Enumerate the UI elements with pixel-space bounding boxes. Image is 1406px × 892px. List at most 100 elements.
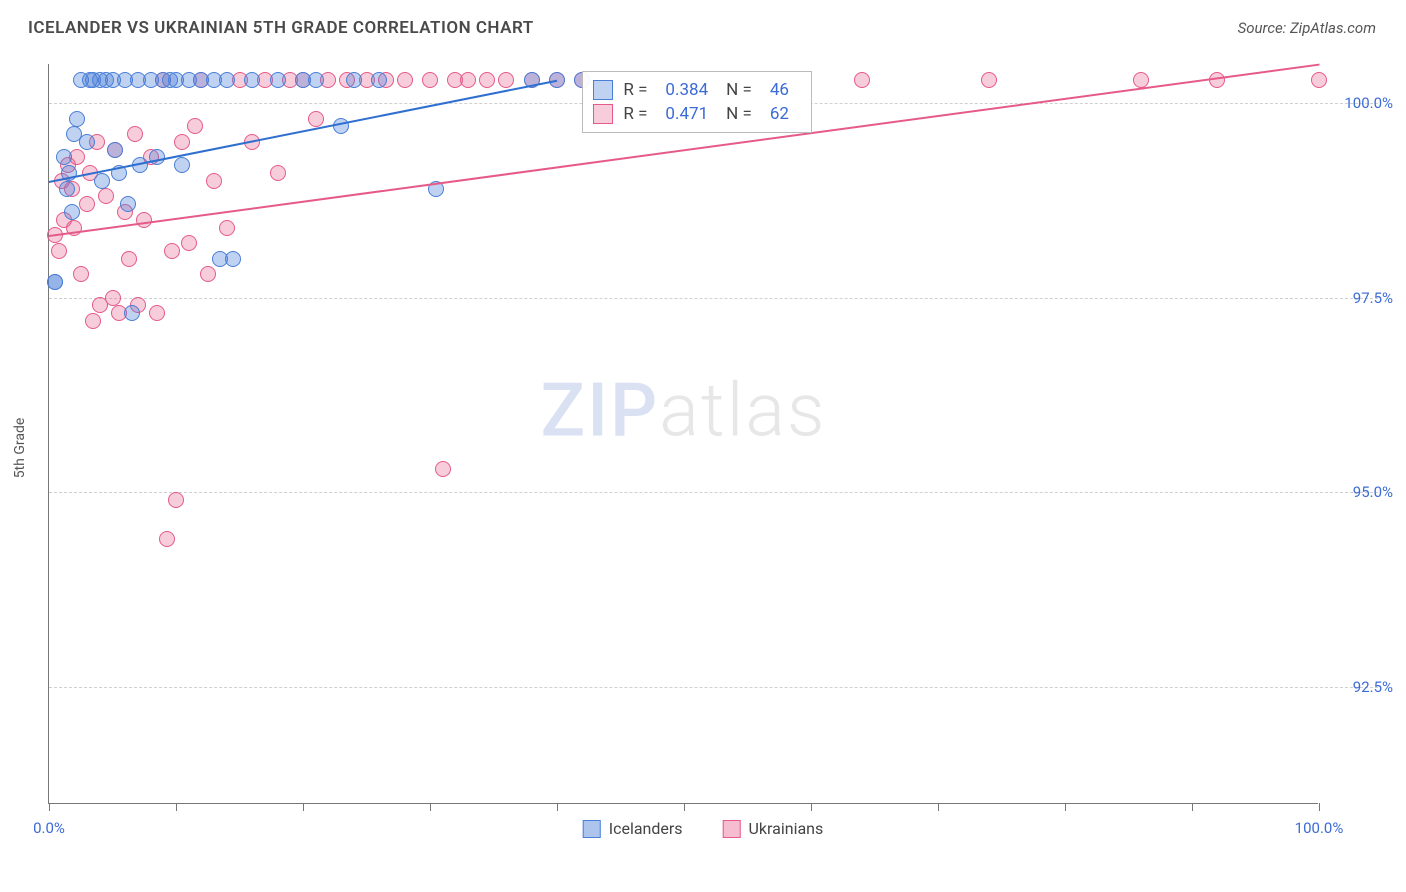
scatter-point-ukrainians xyxy=(1133,72,1149,88)
x-tick xyxy=(303,803,304,811)
scatter-point-icelanders xyxy=(107,142,123,158)
scatter-point-ukrainians xyxy=(181,235,197,251)
plot-area: ZIPatlas 92.5%95.0%97.5%100.0%0.0%100.0%… xyxy=(48,64,1318,804)
x-tick xyxy=(176,803,177,811)
scatter-point-ukrainians xyxy=(854,72,870,88)
legend-swatch xyxy=(593,104,613,124)
trend-line-icelanders xyxy=(49,80,557,183)
scatter-point-ukrainians xyxy=(105,290,121,306)
scatter-point-icelanders xyxy=(56,149,72,165)
legend-label-icelanders: Icelanders xyxy=(609,819,683,838)
scatter-point-ukrainians xyxy=(149,305,165,321)
scatter-point-icelanders xyxy=(244,72,260,88)
legend-row-ukrainians: R = 0.471 N = 62 xyxy=(593,102,797,126)
x-tick xyxy=(1192,803,1193,811)
x-tick xyxy=(557,803,558,811)
scatter-point-icelanders xyxy=(549,72,565,88)
legend-r-label: R = xyxy=(623,104,647,124)
chart-container: 5th Grade ZIPatlas 92.5%95.0%97.5%100.0%… xyxy=(28,48,1378,848)
x-tick-label: 0.0% xyxy=(33,819,65,837)
watermark-atlas: atlas xyxy=(659,368,826,455)
scatter-point-ukrainians xyxy=(98,188,114,204)
legend-n-value: 62 xyxy=(770,104,789,124)
scatter-point-ukrainians xyxy=(127,126,143,142)
scatter-point-icelanders xyxy=(308,72,324,88)
scatter-point-ukrainians xyxy=(168,492,184,508)
scatter-point-icelanders xyxy=(371,72,387,88)
legend-n-label: N = xyxy=(726,80,752,100)
scatter-point-ukrainians xyxy=(1311,72,1327,88)
legend-row-icelanders: R = 0.384 N = 46 xyxy=(593,78,797,102)
legend-label-ukrainians: Ukrainians xyxy=(749,819,824,838)
x-tick xyxy=(430,803,431,811)
scatter-point-ukrainians xyxy=(200,266,216,282)
gridline-horizontal xyxy=(49,492,1378,493)
x-tick xyxy=(684,803,685,811)
legend-swatch-icelanders xyxy=(583,820,601,838)
scatter-point-icelanders xyxy=(79,134,95,150)
x-tick-label: 100.0% xyxy=(1295,819,1344,837)
scatter-point-ukrainians xyxy=(206,173,222,189)
legend-swatch xyxy=(593,80,613,100)
legend-r-label: R = xyxy=(623,80,647,100)
scatter-point-ukrainians xyxy=(435,461,451,477)
scatter-point-ukrainians xyxy=(460,72,476,88)
scatter-point-icelanders xyxy=(64,204,80,220)
scatter-point-ukrainians xyxy=(136,212,152,228)
scatter-point-icelanders xyxy=(346,72,362,88)
chart-header: ICELANDER VS UKRAINIAN 5TH GRADE CORRELA… xyxy=(0,0,1406,38)
scatter-point-icelanders xyxy=(69,111,85,127)
scatter-point-icelanders xyxy=(225,251,241,267)
scatter-point-ukrainians xyxy=(73,266,89,282)
scatter-point-ukrainians xyxy=(159,531,175,547)
scatter-point-ukrainians xyxy=(174,134,190,150)
x-tick xyxy=(811,803,812,811)
gridline-horizontal xyxy=(49,298,1378,299)
watermark: ZIPatlas xyxy=(540,368,826,455)
scatter-point-ukrainians xyxy=(498,72,514,88)
scatter-point-ukrainians xyxy=(219,220,235,236)
correlation-legend: R = 0.384 N = 46 R = 0.471 N = 62 xyxy=(582,71,812,133)
legend-r-value: 0.384 xyxy=(665,80,708,100)
scatter-point-icelanders xyxy=(120,196,136,212)
scatter-point-ukrainians xyxy=(164,243,180,259)
x-tick xyxy=(1319,803,1320,811)
y-axis-label: 5th Grade xyxy=(12,418,28,479)
source-label: Source: ZipAtlas.com xyxy=(1238,19,1376,37)
x-tick xyxy=(1065,803,1066,811)
legend-item-icelanders: Icelanders xyxy=(583,819,683,838)
chart-title: ICELANDER VS UKRAINIAN 5TH GRADE CORRELA… xyxy=(28,18,534,38)
scatter-point-icelanders xyxy=(59,181,75,197)
scatter-point-icelanders xyxy=(174,157,190,173)
legend-swatch-ukrainians xyxy=(723,820,741,838)
scatter-point-ukrainians xyxy=(308,111,324,127)
gridline-horizontal xyxy=(49,687,1378,688)
scatter-point-ukrainians xyxy=(397,72,413,88)
y-tick-label: 95.0% xyxy=(1353,483,1393,501)
scatter-point-icelanders xyxy=(270,72,286,88)
x-tick xyxy=(938,803,939,811)
bottom-legend: Icelanders Ukrainians xyxy=(583,819,824,838)
scatter-point-ukrainians xyxy=(270,165,286,181)
scatter-point-icelanders xyxy=(94,173,110,189)
scatter-point-ukrainians xyxy=(51,243,67,259)
scatter-point-ukrainians xyxy=(85,313,101,329)
legend-item-ukrainians: Ukrainians xyxy=(723,819,824,838)
legend-n-value: 46 xyxy=(770,80,789,100)
scatter-point-icelanders xyxy=(47,274,63,290)
y-tick-label: 92.5% xyxy=(1353,678,1393,696)
scatter-point-ukrainians xyxy=(422,72,438,88)
scatter-point-icelanders xyxy=(124,305,140,321)
legend-n-label: N = xyxy=(726,104,752,124)
legend-r-value: 0.471 xyxy=(665,104,708,124)
scatter-point-ukrainians xyxy=(479,72,495,88)
y-tick-label: 97.5% xyxy=(1353,289,1393,307)
x-tick xyxy=(49,803,50,811)
watermark-zip: ZIP xyxy=(540,368,659,455)
scatter-point-ukrainians xyxy=(79,196,95,212)
y-tick-label: 100.0% xyxy=(1344,94,1393,112)
scatter-point-icelanders xyxy=(219,72,235,88)
scatter-point-ukrainians xyxy=(981,72,997,88)
scatter-point-ukrainians xyxy=(121,251,137,267)
scatter-point-ukrainians xyxy=(187,118,203,134)
